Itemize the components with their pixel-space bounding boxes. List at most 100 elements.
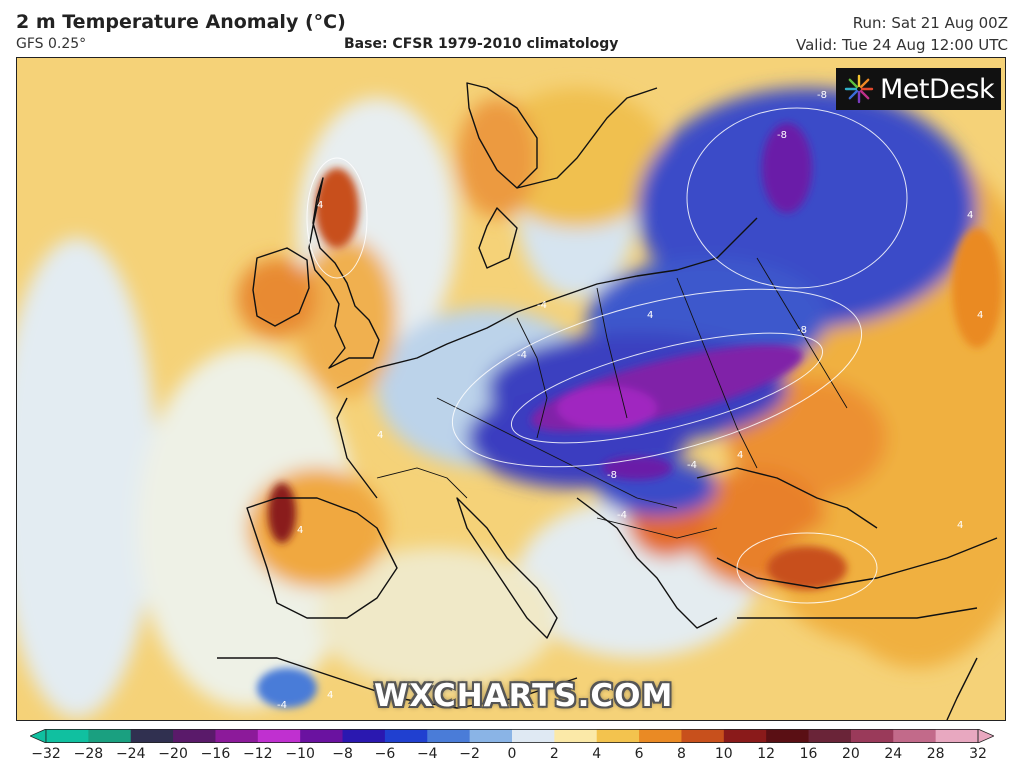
north-coast (336, 217, 758, 389)
map-canvas: 4 4 -4 -4 -4 -8 -8 -8 -8 4 4 4 -4 4 4 4 … (17, 58, 1005, 720)
border-line-2 (516, 317, 548, 439)
contour-minus4 (451, 288, 863, 468)
colorbar-segment (681, 729, 725, 743)
adriatic-coast (576, 497, 718, 629)
colorbar (30, 729, 994, 743)
colorbar-tick-label: −16 (200, 746, 231, 762)
colorbar-tick-label: −12 (243, 746, 273, 762)
coastlines (217, 82, 998, 720)
border-line-3 (596, 287, 628, 419)
colorbar-tick-label: −28 (73, 746, 104, 762)
colorbar-tick-labels: −32 −28 −24 −20 −16 −12 −10 −8 −6 −4 −2 0 2 4 6 8 10 12 16… (0, 746, 1024, 766)
colorbar-segment (893, 729, 937, 743)
colorbar-tick-label: 4 (592, 746, 602, 762)
ireland-warm-area (237, 258, 317, 338)
colorbar-segment (300, 729, 344, 743)
colorbar-segment (808, 729, 852, 743)
contour-4-scotland (306, 157, 368, 279)
border-line-1 (436, 397, 678, 509)
colorbar-tick-label: −2 (459, 746, 480, 762)
metdesk-logo: MetDesk (836, 68, 1001, 110)
colorbar-tick-label: 2 (549, 746, 559, 762)
colorbar-tick-label: 24 (884, 746, 903, 762)
colorbar-tick-label: 28 (926, 746, 945, 762)
chart-title: 2 m Temperature Anomaly (°C) (16, 11, 346, 33)
contour-label: -4 (617, 510, 627, 521)
far-east-hot-core (952, 228, 1002, 348)
contour-label: 4 (327, 690, 333, 701)
country-borders (376, 257, 848, 539)
colorbar-segment (639, 729, 683, 743)
colorbar-segment (257, 729, 301, 743)
colorbar-tick-label: 12 (757, 746, 776, 762)
colorbar-tick-label: 20 (841, 746, 860, 762)
colorbar-tick-label: 6 (634, 746, 644, 762)
colorbar-tick-label: 8 (676, 746, 686, 762)
border-line-5 (756, 257, 848, 409)
valid-time-label: Valid: Tue 24 Aug 12:00 UTC (796, 36, 1008, 54)
denmark-coast (478, 207, 518, 269)
colorbar-segment (215, 729, 259, 743)
colorbar-segment (766, 729, 810, 743)
anomaly-map: 4 4 -4 -4 -4 -8 -8 -8 -8 4 4 4 -4 4 4 4 … (16, 57, 1006, 721)
watermark: WXCHARTS.COM (374, 678, 674, 714)
contour-label: -8 (797, 325, 807, 336)
colorbar-segment (342, 729, 386, 743)
contour-label: 4 (377, 430, 383, 441)
colorbar-segment (469, 729, 513, 743)
logo-text: MetDesk (880, 73, 995, 105)
colorbar-tick-label: −10 (285, 746, 315, 762)
north-cold-core (762, 123, 812, 213)
contour-label: 4 (737, 450, 743, 461)
contour-label: -4 (537, 300, 547, 311)
colorbar-segment (512, 729, 555, 743)
model-label: GFS 0.25° (16, 36, 87, 52)
contour-label: 4 (297, 525, 303, 536)
north-africa-coast (217, 657, 578, 709)
levant-coast (946, 657, 978, 720)
colorbar-tick-label: −24 (115, 746, 146, 762)
contour-label: -4 (687, 460, 697, 471)
turkey-south-coast (737, 607, 978, 619)
colorbar-segment (384, 729, 428, 743)
anomaly-cores (257, 123, 1002, 708)
contour-minus4-north (686, 107, 908, 289)
contour-label: -4 (277, 700, 287, 711)
italy-coast (456, 497, 558, 639)
colorbar-segment (723, 729, 767, 743)
colorbar-tick-label: −32 (31, 746, 61, 762)
contour-label: -8 (817, 90, 827, 101)
black-sea-coast (696, 467, 878, 529)
contour-4-anatolia (736, 532, 878, 604)
contour-label: 4 (317, 200, 323, 211)
border-line-4 (676, 277, 758, 469)
turkey-north-coast (716, 537, 998, 589)
norway-coast (466, 82, 538, 189)
portugal-hot-core (268, 483, 296, 543)
contour-label: 4 (647, 310, 653, 321)
atlas-cool-core (257, 668, 317, 708)
contour-label: 4 (977, 310, 983, 321)
colorbar-outline (45, 729, 979, 743)
colorbar-segment (173, 729, 217, 743)
england-warm-area (297, 238, 397, 398)
colorbar-tick-label: −6 (374, 746, 396, 762)
sweden-coast (516, 87, 658, 189)
border-line-7 (596, 517, 718, 539)
colorbar-tick-label: 0 (507, 746, 517, 762)
contour-label: -8 (607, 470, 617, 481)
atlantic-neutral-area (17, 238, 157, 718)
iberia-coast (246, 497, 398, 619)
run-time-label: Run: Sat 21 Aug 00Z (852, 14, 1008, 32)
colorbar-tick-label: 10 (714, 746, 733, 762)
base-climatology-label: Base: CFSR 1979-2010 climatology (344, 36, 619, 52)
france-coast (336, 397, 378, 499)
colorbar-segment (596, 729, 640, 743)
anatolia-hot-core (767, 546, 847, 590)
colorbar-segment (935, 729, 979, 743)
colorbar-max-arrow (977, 729, 994, 743)
ireland-coast (252, 247, 310, 327)
scotland-hot-core (315, 168, 359, 248)
colorbar-min-arrow (30, 729, 47, 743)
contour-minus8 (510, 332, 824, 444)
